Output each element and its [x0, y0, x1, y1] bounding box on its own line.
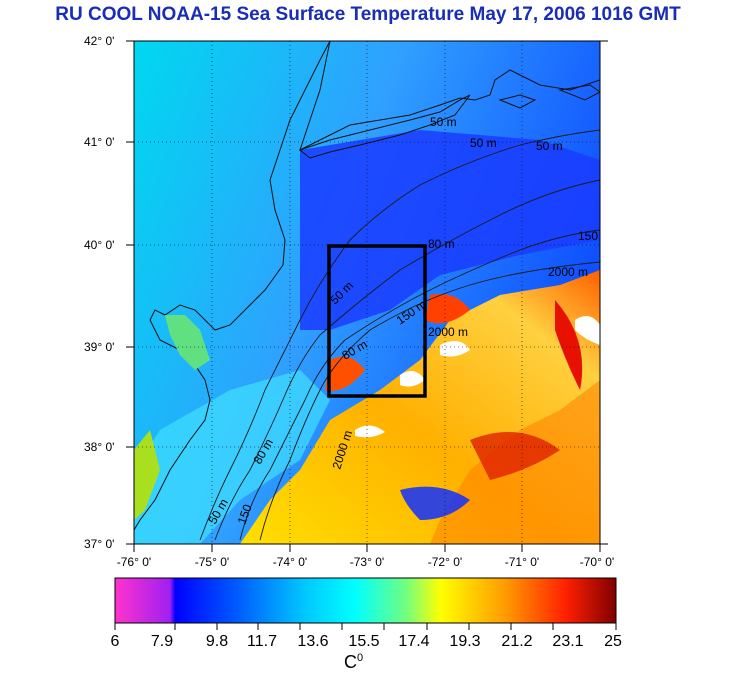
longitude-label: -76° 0': [117, 555, 151, 569]
contour-2000m: [259, 261, 600, 541]
latitude-label: 39° 0': [84, 340, 114, 354]
map-title: RU COOL NOAA-15 Sea Surface Temperature …: [55, 4, 681, 25]
cloud-patch: [355, 425, 385, 438]
chesapeake-water: [134, 430, 160, 520]
contour-label: 2000 m: [548, 265, 588, 279]
longitude-label: -72° 0': [428, 555, 462, 569]
contour-80m: [214, 179, 600, 541]
delaware-bay: [165, 315, 210, 370]
colorbar-tick-label: 19.3: [449, 633, 480, 650]
longitude-label: -75° 0': [195, 555, 229, 569]
study-area-box: [327, 244, 427, 398]
colorbar-tick-label: 11.7: [247, 633, 277, 650]
colorbar-tick-label: 25: [604, 633, 622, 650]
colorbar-tick-label: 13.6: [297, 633, 328, 650]
cloud-patch: [400, 371, 425, 387]
latitude-label: 41° 0': [84, 135, 114, 149]
warm-core-west: [325, 356, 365, 391]
mainland: [134, 41, 331, 531]
contour-label: 80 m: [428, 237, 455, 251]
colorbar-tick-label: 23.1: [552, 633, 583, 650]
warm-filament: [470, 432, 560, 480]
colorbar-tick-label: 21.2: [501, 633, 532, 650]
contour-label: 50 m: [536, 139, 563, 153]
contour-label: 50 m: [470, 136, 497, 150]
long-island: [298, 94, 471, 159]
mid-shelf-water: [134, 370, 330, 544]
gulf-stream-core: [555, 300, 583, 390]
colorbar-tick-label: 17.4: [398, 633, 429, 650]
colorbar: [114, 577, 617, 624]
warm-core-south: [425, 294, 470, 324]
axis-ticks: [126, 40, 608, 552]
colorbar-tick-label: 9.8: [206, 633, 228, 650]
new-england: [299, 41, 600, 151]
colorbar-tick-label: 7.9: [151, 633, 173, 650]
cold-eddy: [400, 486, 470, 520]
latitude-label: 40° 0': [84, 238, 114, 252]
longitude-label: -74° 0': [273, 555, 307, 569]
contour-label: 150: [578, 229, 598, 243]
contour-label: 50 m: [430, 115, 457, 129]
nantucket: [558, 84, 600, 101]
longitude-label: -73° 0': [350, 555, 384, 569]
marthas-vineyard: [498, 94, 537, 109]
latitude-label: 37° 0': [84, 537, 114, 551]
contour-150m: [239, 229, 600, 541]
latitude-label: 42° 0': [84, 34, 114, 48]
colorbar-tick-label: 6: [111, 633, 120, 650]
colorbar-unit: C0: [344, 652, 363, 673]
contour-label: 2000 m: [428, 325, 468, 339]
longitude-label: -70° 0': [580, 555, 614, 569]
colorbar-ticks: [114, 623, 617, 630]
unit-superscript: 0: [357, 652, 364, 664]
longitude-label: -71° 0': [505, 555, 539, 569]
colorbar-tick-label: 15.5: [348, 633, 379, 650]
cold-water-band: [300, 130, 600, 330]
cloud-patch: [575, 316, 600, 345]
latitude-label: 38° 0': [84, 440, 114, 454]
unit-letter: C: [344, 652, 357, 672]
contour-label: 150: [235, 502, 255, 526]
cloud-patch: [440, 341, 470, 357]
